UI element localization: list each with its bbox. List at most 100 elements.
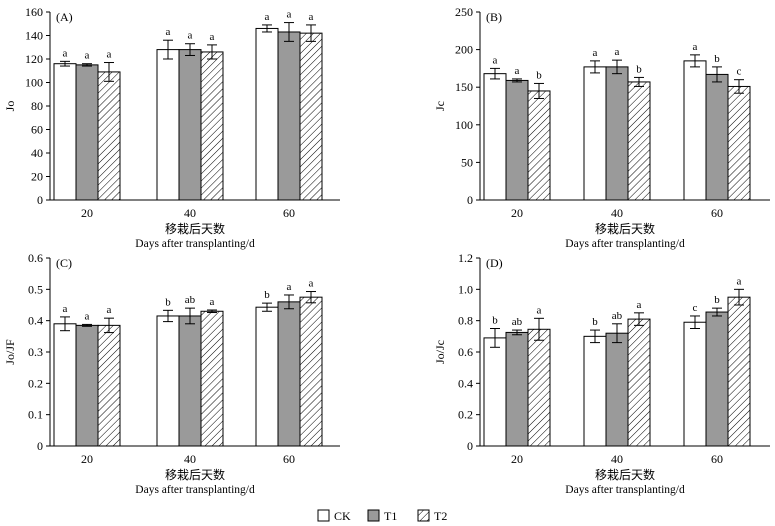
significance-letter: a: [693, 41, 698, 53]
y-tick-label: 0.2: [28, 376, 43, 390]
x-axis-label-en: Days after transplanting/d: [565, 484, 685, 496]
x-tick-label: 20: [81, 206, 93, 220]
y-tick-label: 0.6: [458, 345, 473, 359]
legend-swatch-t1: [367, 509, 380, 522]
y-tick-label: 0.6: [28, 251, 43, 265]
x-tick-label: 20: [511, 206, 523, 220]
x-tick-label: 60: [711, 452, 723, 466]
bar-ck: [583, 66, 607, 201]
bar-t1: [705, 311, 729, 447]
x-tick-label: 40: [611, 452, 623, 466]
bar-t2: [527, 90, 551, 201]
significance-letter: a: [287, 9, 292, 21]
y-tick-label: 0.4: [28, 314, 43, 328]
y-tick-label: 0.4: [458, 376, 473, 390]
significance-letter: ab: [185, 294, 196, 306]
y-tick-label: 0.8: [458, 314, 473, 328]
legend-label-t1: T1: [384, 509, 397, 523]
bar-t2: [200, 310, 224, 447]
x-tick-label: 60: [711, 206, 723, 220]
bar-t1: [605, 332, 629, 447]
y-tick-label: 50: [461, 155, 473, 169]
bar-t1: [178, 49, 202, 201]
bar-ck: [683, 60, 707, 201]
panel-label: (D): [486, 256, 503, 270]
bar-t2: [200, 51, 224, 201]
y-tick-label: 0: [467, 439, 473, 453]
significance-letter: a: [309, 11, 314, 23]
y-tick-label: 40: [31, 146, 43, 160]
significance-letter: b: [165, 296, 171, 308]
x-axis-label-en: Days after transplanting/d: [135, 238, 255, 250]
y-tick-label: 160: [25, 5, 43, 19]
legend-swatch-t2: [417, 509, 430, 522]
significance-letter: b: [264, 289, 270, 301]
bar-t1: [277, 31, 301, 201]
y-tick-label: 80: [31, 99, 43, 113]
y-tick-label: 1.2: [458, 251, 473, 265]
significance-letter: a: [85, 50, 90, 62]
bar-t1: [505, 331, 529, 447]
significance-letter: a: [210, 296, 215, 308]
legend-label-t2: T2: [434, 509, 447, 523]
significance-letter: b: [592, 316, 598, 328]
bar-t1: [75, 324, 99, 447]
significance-letter: a: [493, 54, 498, 66]
significance-letter: a: [107, 304, 112, 316]
significance-letter: a: [637, 299, 642, 311]
significance-letter: a: [287, 281, 292, 293]
legend-label-ck: CK: [334, 509, 351, 523]
y-tick-label: 200: [455, 43, 473, 57]
bar-t1: [75, 64, 99, 201]
bar-t2: [727, 85, 751, 201]
bar-t2: [627, 81, 651, 201]
bar-ck: [156, 315, 180, 447]
bar-t2: [299, 32, 323, 201]
bar-ck: [583, 335, 607, 447]
bar-ck: [683, 321, 707, 447]
x-tick-label: 40: [184, 206, 196, 220]
significance-letter: b: [536, 69, 542, 81]
panel-d: (D) 0 0.2 0.4 0.6 0.8 1.0 1.2 Jo/Jc b b c ab ab b a a a 20…: [433, 251, 770, 496]
y-tick-label: 100: [455, 118, 473, 132]
x-axis-label-cn: 移栽后天数: [165, 221, 225, 236]
significance-letter: a: [309, 278, 314, 290]
significance-letter: a: [188, 30, 193, 42]
significance-letter: a: [63, 47, 68, 59]
bar-t1: [178, 315, 202, 447]
bar-ck: [483, 337, 507, 447]
significance-letter: b: [714, 53, 720, 65]
panel-label: (A): [56, 10, 73, 24]
bar-t2: [97, 324, 121, 447]
y-tick-label: 0.1: [28, 408, 43, 422]
y-tick-label: 0.3: [28, 345, 43, 359]
bar-ck: [53, 63, 77, 201]
x-axis-label-en: Days after transplanting/d: [565, 238, 685, 250]
y-tick-label: 100: [25, 76, 43, 90]
significance-letter: ab: [612, 310, 623, 322]
x-tick-label: 40: [611, 206, 623, 220]
bar-t1: [505, 79, 529, 201]
bar-ck: [483, 73, 507, 201]
bar-t1: [605, 66, 629, 201]
significance-letter: a: [166, 26, 171, 38]
y-axis-label: Jo: [3, 101, 17, 112]
significance-letter: a: [85, 310, 90, 322]
x-tick-label: 60: [283, 452, 295, 466]
y-tick-label: 0: [467, 193, 473, 207]
x-tick-label: 20: [511, 452, 523, 466]
significance-letter: a: [515, 65, 520, 77]
significance-letter: b: [636, 63, 642, 75]
significance-letter: a: [210, 31, 215, 43]
x-axis-label-cn: 移栽后天数: [595, 467, 655, 482]
bar-t1: [705, 73, 729, 201]
significance-letter: c: [693, 302, 698, 314]
significance-letter: a: [537, 304, 542, 316]
significance-letter: ab: [512, 316, 523, 328]
y-tick-label: 60: [31, 123, 43, 137]
y-tick-label: 250: [455, 5, 473, 19]
significance-letter: c: [737, 66, 742, 78]
x-axis-label-cn: 移栽后天数: [165, 467, 225, 482]
